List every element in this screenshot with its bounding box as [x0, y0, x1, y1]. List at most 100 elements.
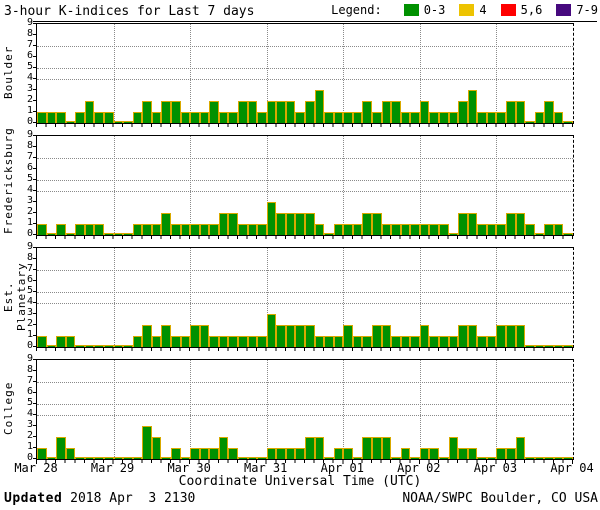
y-tick-label: 9: [26, 353, 33, 364]
k-bar: [486, 457, 497, 459]
k-bar: [515, 101, 526, 123]
y-tick-label: 7: [26, 151, 33, 162]
k-bar: [372, 213, 382, 235]
legend-item-label: 4: [479, 3, 487, 17]
k-bar: [228, 336, 238, 347]
k-bar: [75, 224, 85, 235]
k-bar: [171, 224, 181, 235]
k-bar: [534, 112, 545, 123]
k-bar: [199, 224, 210, 235]
y-tick-label: 4: [26, 408, 33, 419]
k-bar: [266, 202, 277, 235]
day-gridline: [419, 248, 421, 347]
k-bar: [381, 325, 392, 347]
k-bar: [448, 233, 459, 235]
k-bar: [534, 233, 545, 235]
k-bar: [486, 224, 497, 235]
legend-item-4: 4: [459, 3, 487, 17]
k-bar: [333, 448, 344, 459]
k-bar: [151, 112, 162, 123]
k-bar: [180, 112, 191, 123]
k-bar: [209, 101, 219, 123]
k-bar: [218, 213, 229, 235]
k-bar: [477, 457, 487, 459]
panel-fredericksburg: [36, 135, 574, 236]
k-bar: [190, 325, 200, 347]
y-tick-label: 5: [26, 285, 33, 296]
day-gridline: [266, 24, 268, 123]
k-bar: [295, 213, 305, 235]
k-bar: [372, 325, 382, 347]
y-tick-label: 7: [26, 39, 33, 50]
k-bar: [161, 213, 171, 235]
k-bar: [238, 457, 248, 459]
x-axis-title: Coordinate Universal Time (UTC): [178, 474, 422, 489]
y-tick-label: 3: [26, 195, 33, 206]
k-bar: [467, 213, 478, 235]
k-bar: [429, 112, 439, 123]
k-bar: [563, 233, 573, 235]
y-tick-label: 4: [26, 72, 33, 83]
k-bar: [180, 457, 191, 459]
y-tick-label: 6: [26, 50, 33, 61]
k-bar: [458, 325, 468, 347]
k-bar: [439, 336, 449, 347]
k-bar: [352, 457, 363, 459]
k-bar: [132, 336, 143, 347]
k-bar: [419, 101, 430, 123]
k-bar: [257, 457, 267, 459]
k-bar: [123, 457, 133, 459]
k-bar: [477, 336, 487, 347]
k-bar: [285, 325, 296, 347]
k-bar: [419, 325, 430, 347]
k-bar: [295, 112, 305, 123]
k-bar: [142, 325, 152, 347]
k-bar: [362, 101, 372, 123]
k-bar: [228, 213, 238, 235]
k-bar: [190, 448, 200, 459]
k-bar: [37, 224, 47, 235]
y-tick-marks: [33, 23, 36, 123]
k-bar: [123, 345, 133, 347]
k-bar: [496, 224, 506, 235]
day-gridline: [419, 24, 421, 123]
k-bar: [544, 224, 554, 235]
k-bar: [305, 213, 315, 235]
k-bar: [496, 448, 506, 459]
k-bar: [448, 336, 459, 347]
k-bar: [458, 213, 468, 235]
day-gridline: [343, 360, 345, 459]
k-bar: [123, 121, 133, 123]
day-gridline: [113, 360, 115, 459]
k-bar: [190, 224, 200, 235]
x-tick-label: Mar 31: [244, 461, 288, 475]
k-bar: [458, 101, 468, 123]
legend-item-0-3: 0-3: [403, 3, 446, 17]
legend-item-label: 0-3: [423, 3, 446, 17]
y-tick-label: 3: [26, 419, 33, 430]
k-bar: [104, 233, 114, 235]
day-gridline: [343, 24, 345, 123]
k-bar: [439, 112, 449, 123]
k-bar: [553, 224, 564, 235]
k-bar: [400, 336, 411, 347]
k-bar: [84, 345, 95, 347]
y-tick-label: 9: [26, 129, 33, 140]
k-bar: [151, 336, 162, 347]
k-bar: [276, 101, 286, 123]
k-bar: [534, 345, 545, 347]
k-bar: [37, 336, 47, 347]
y-tick-label: 5: [26, 173, 33, 184]
k-bar: [247, 101, 258, 123]
k-bar: [563, 121, 573, 123]
k-bar: [132, 224, 143, 235]
updated-value: 2018 Apr 3 2130: [70, 491, 196, 506]
k-bar: [352, 224, 363, 235]
k-bar: [381, 224, 392, 235]
k-bar: [458, 448, 468, 459]
k-bar: [238, 336, 248, 347]
x-tick-marks: [36, 348, 573, 351]
legend-label: Legend:: [331, 3, 382, 17]
k-bar: [525, 457, 535, 459]
k-bar: [247, 224, 258, 235]
